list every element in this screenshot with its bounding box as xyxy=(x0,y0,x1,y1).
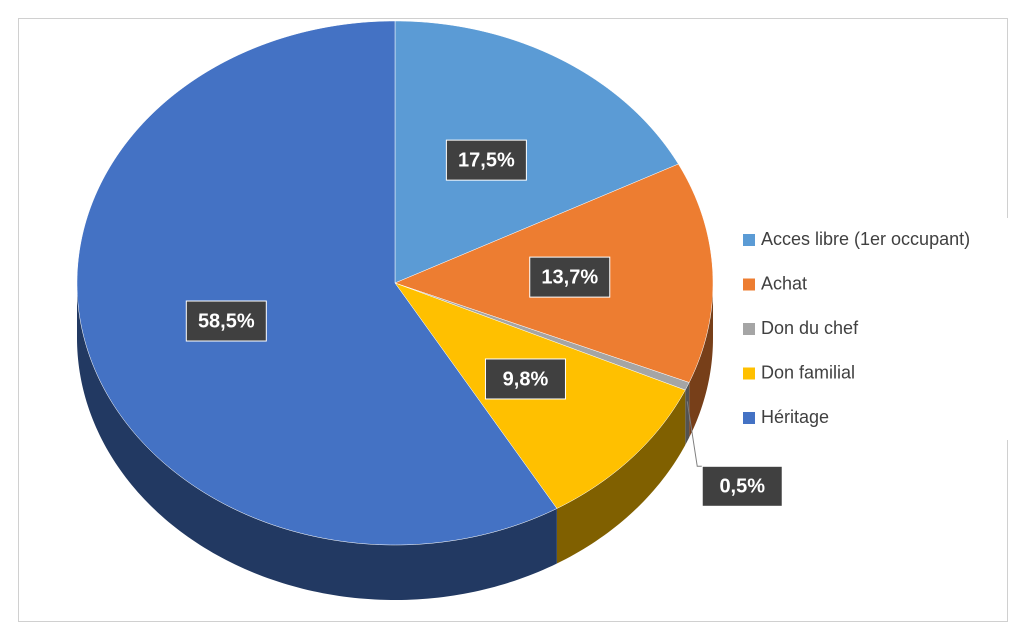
legend-label: Acces libre (1er occupant) xyxy=(761,229,970,249)
data-label: 17,5% xyxy=(458,149,515,171)
slice xyxy=(394,20,679,284)
legend-swatch xyxy=(743,278,755,291)
data-label: 13,7% xyxy=(541,266,598,288)
legend-label: Don du chef xyxy=(761,318,859,338)
label-box xyxy=(701,465,783,507)
slice-side xyxy=(77,283,557,600)
label-box xyxy=(529,256,611,298)
legend-label: Héritage xyxy=(761,407,829,427)
legend-label: Don familial xyxy=(761,362,855,382)
slice-side xyxy=(556,390,686,564)
legend-swatch xyxy=(743,367,755,380)
data-label: 58,5% xyxy=(198,310,255,332)
label-box xyxy=(445,139,527,181)
legend-swatch xyxy=(743,323,755,335)
data-label: 0,5% xyxy=(719,476,765,498)
label-box xyxy=(484,358,566,400)
legend-label: Achat xyxy=(761,273,807,293)
legend-swatch xyxy=(743,412,755,424)
slice-side xyxy=(689,283,713,438)
leader-line xyxy=(686,401,703,467)
data-label: 9,8% xyxy=(503,368,549,390)
legend-swatch xyxy=(743,234,755,246)
slice-side xyxy=(685,382,690,446)
legend-box xyxy=(718,218,1025,440)
label-box xyxy=(185,300,267,342)
slice xyxy=(76,20,558,546)
